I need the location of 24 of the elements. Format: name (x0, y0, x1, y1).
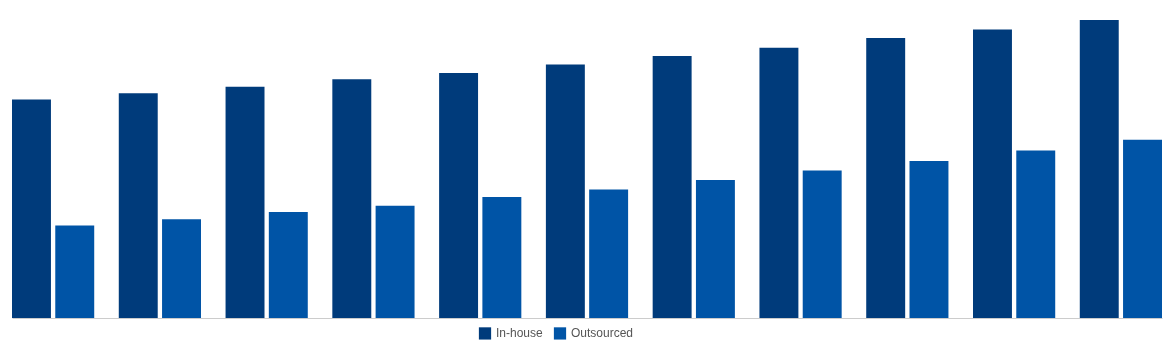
bar (55, 225, 95, 318)
bar (12, 99, 51, 318)
bar (1123, 139, 1162, 318)
bar (268, 211, 308, 318)
bar (439, 73, 479, 318)
bar (589, 189, 629, 318)
bar (1016, 150, 1056, 318)
bar (695, 180, 735, 318)
legend-label: In-house (496, 326, 544, 341)
bar (118, 93, 158, 318)
bar (759, 47, 799, 318)
bar (802, 170, 842, 318)
bar (225, 86, 265, 318)
bar (162, 219, 201, 318)
bar (545, 64, 585, 318)
bar (482, 197, 522, 318)
legend-label: Outsourced (571, 326, 634, 341)
bar (1079, 20, 1119, 318)
bar (909, 160, 949, 318)
bar (332, 79, 372, 318)
bar (652, 56, 692, 318)
bar (973, 29, 1012, 318)
bar (866, 37, 906, 318)
bar (375, 205, 415, 318)
